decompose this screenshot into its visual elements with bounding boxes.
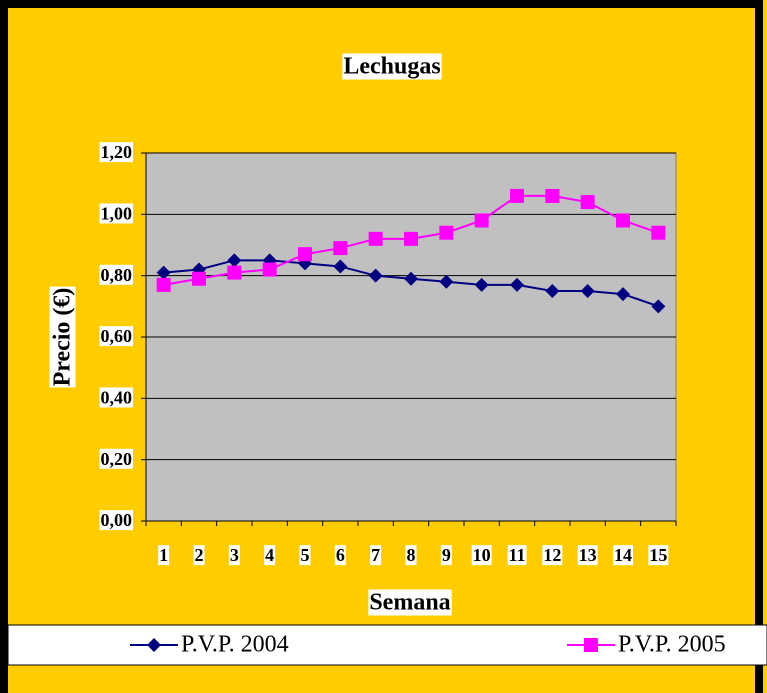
y-axis-title: Precio (€) <box>50 288 76 387</box>
marker <box>192 271 206 286</box>
marker <box>227 265 242 280</box>
label-background <box>577 545 598 566</box>
marker <box>156 265 171 280</box>
marker <box>333 241 348 256</box>
y-tick-label: 1,00 <box>101 203 133 223</box>
label-background <box>368 589 452 616</box>
label-background <box>99 264 133 285</box>
marker <box>545 188 560 203</box>
label-background <box>99 326 133 347</box>
label-backgrounds <box>49 53 669 616</box>
marker <box>333 259 348 274</box>
label-background <box>99 510 133 531</box>
marker <box>580 195 595 210</box>
x-tick-label: 1 <box>159 545 168 565</box>
label-background <box>370 545 382 566</box>
marker <box>545 284 560 298</box>
legend-marker <box>584 638 598 652</box>
label-background <box>440 545 452 566</box>
marker <box>404 231 418 246</box>
y-tick-label: 0,80 <box>101 265 133 285</box>
label-background <box>99 448 133 469</box>
marker <box>262 262 277 277</box>
label-background <box>193 545 205 566</box>
marker <box>439 225 454 240</box>
legend-label: P.V.P. 2004 <box>181 632 289 658</box>
marker <box>580 284 595 298</box>
legend-label: P.V.P. 2005 <box>618 632 726 658</box>
marker <box>616 287 630 302</box>
x-tick-label: 15 <box>649 545 667 565</box>
label-background <box>471 545 492 566</box>
label-background <box>613 545 633 566</box>
label-background <box>648 545 669 566</box>
marker <box>474 213 489 228</box>
x-tick-label: 9 <box>442 545 451 565</box>
label-background <box>99 203 133 224</box>
x-tick-label: 4 <box>265 545 274 565</box>
y-tick-label: 0,60 <box>101 326 133 346</box>
marker <box>510 188 524 203</box>
x-tick-label: 2 <box>195 545 204 565</box>
x-tick-label: 14 <box>614 545 632 565</box>
x-tick-label: 8 <box>407 545 416 565</box>
legend-marker <box>147 638 161 652</box>
marker <box>651 225 666 240</box>
x-tick-label: 12 <box>543 545 561 565</box>
marker <box>368 231 383 246</box>
marker <box>651 299 666 314</box>
x-tick-label: 5 <box>301 545 310 565</box>
label-background <box>49 286 76 388</box>
x-tick-label: 11 <box>508 545 525 565</box>
x-tick-label: 10 <box>473 545 491 565</box>
y-tick-label: 0,00 <box>101 510 133 530</box>
label-background <box>542 545 563 566</box>
marker <box>298 247 312 262</box>
label-background <box>342 53 442 80</box>
x-tick-label: 7 <box>371 545 380 565</box>
marker <box>510 277 524 292</box>
label-background <box>299 545 311 566</box>
marker <box>439 274 454 289</box>
marker <box>156 277 171 292</box>
x-tick-label: 13 <box>579 545 597 565</box>
label-background <box>158 545 170 566</box>
label-background <box>99 387 133 408</box>
label-background <box>228 545 240 566</box>
label-background <box>405 545 417 566</box>
marker <box>616 213 630 228</box>
label-background <box>334 545 346 566</box>
y-tick-label: 0,20 <box>101 449 133 469</box>
marker <box>474 277 489 292</box>
y-tick-label: 0,40 <box>101 387 133 407</box>
label-background <box>264 545 276 566</box>
x-axis-title: Semana <box>369 590 450 616</box>
x-tick-label: 6 <box>336 545 345 565</box>
marker <box>404 271 418 286</box>
marker <box>368 268 383 283</box>
marker <box>227 253 242 268</box>
chart-title: Lechugas <box>343 54 440 80</box>
label-background <box>99 142 133 163</box>
x-tick-label: 3 <box>230 545 239 565</box>
label-background <box>507 545 527 566</box>
y-tick-label: 1,20 <box>101 142 133 162</box>
